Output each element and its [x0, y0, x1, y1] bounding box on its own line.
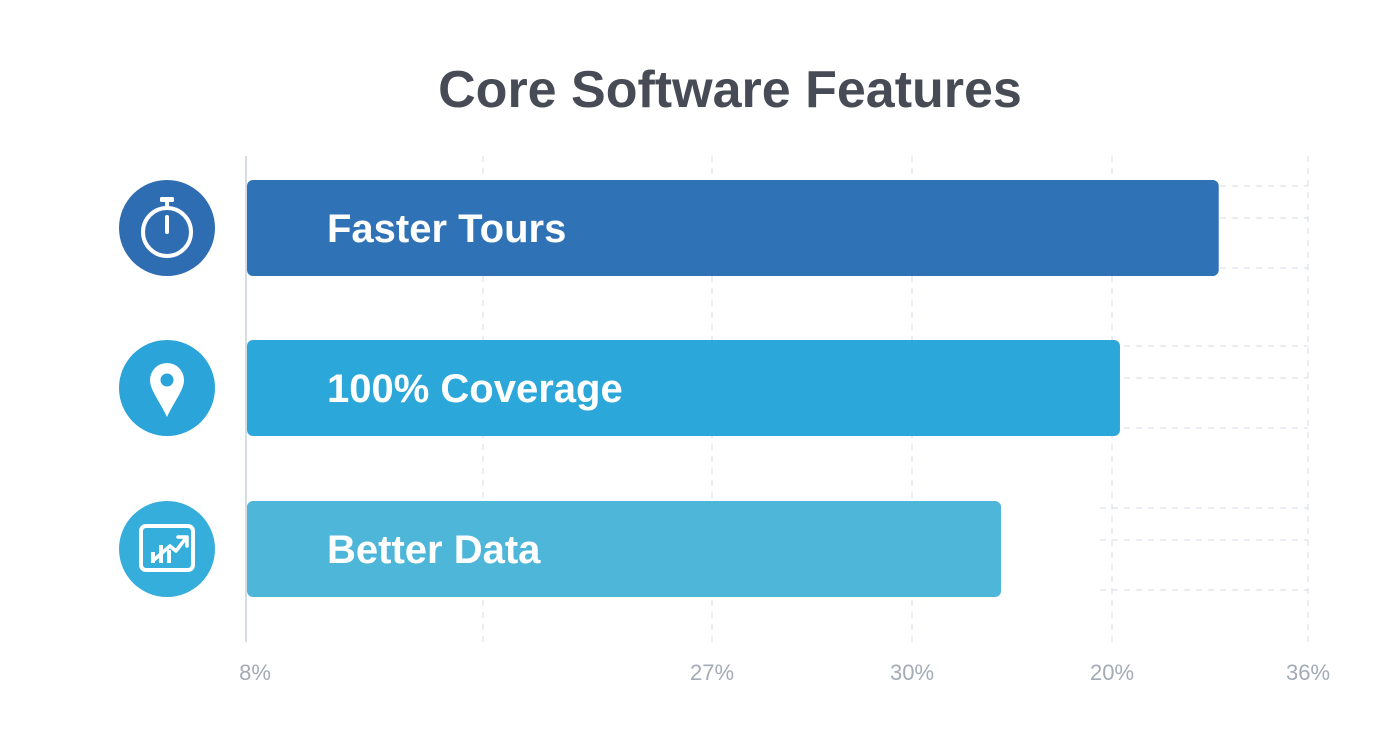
map-pin-icon — [119, 340, 215, 436]
stopwatch-icon — [119, 180, 215, 276]
bars: Faster Tours 100% Coverage Better Data — [247, 180, 1219, 597]
x-tick-label: 8% — [239, 660, 271, 685]
bar — [247, 180, 1219, 276]
category-icons — [119, 180, 215, 597]
x-tick-label: 20% — [1090, 660, 1134, 685]
bar — [247, 340, 1120, 436]
bar — [247, 501, 1002, 597]
x-tick-label: 36% — [1286, 660, 1330, 685]
bar-label: 100% Coverage — [327, 367, 623, 411]
x-tick-labels: 8% 27% 30% 20% 36% — [239, 660, 1330, 685]
x-tick-label: 30% — [890, 660, 934, 685]
bar-label: Better Data — [327, 528, 541, 572]
chart-growth-icon — [119, 501, 215, 597]
bar-label: Faster Tours — [327, 207, 566, 251]
x-tick-label: 27% — [690, 660, 734, 685]
chart-title: Core Software Features — [438, 61, 1022, 119]
